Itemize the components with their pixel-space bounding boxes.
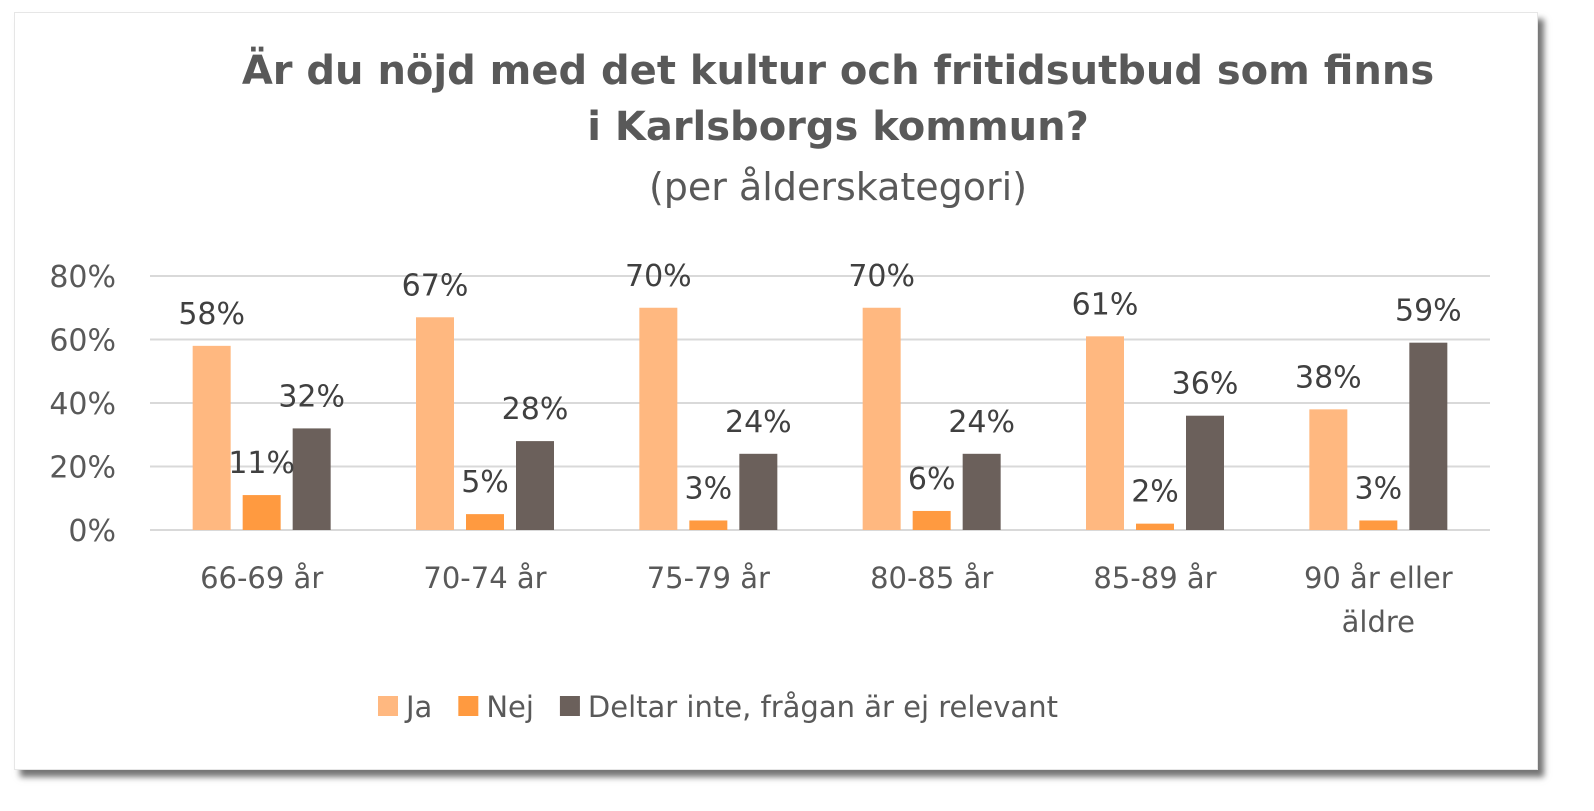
data-label: 61%: [1072, 287, 1139, 322]
legend: Ja Nej Deltar inte, frågan är ej relevant: [378, 690, 1058, 724]
data-label: 2%: [1131, 475, 1179, 510]
bar-deltar-inte: [962, 453, 1001, 530]
chart-card: [14, 12, 1538, 770]
chart-title-line-1: Är du nöjd med det kultur och fritidsutb…: [242, 46, 1434, 94]
data-label: 70%: [848, 259, 915, 294]
legend-label: Ja: [404, 690, 432, 724]
y-axis: 0% 20% 40% 60% 80%: [49, 260, 116, 549]
bar-deltar-inte: [1186, 415, 1224, 530]
x-category-label: äldre: [1342, 605, 1415, 639]
data-label: 24%: [948, 405, 1015, 440]
data-labels: 58% 11% 32% 67% 5% 28% 70% 3% 24% 70% 6% 24% 61% 2% 36…: [178, 259, 1461, 510]
bar-nej: [466, 514, 504, 530]
bar-deltar-inte: [516, 441, 554, 530]
bar-nej: [1359, 520, 1398, 530]
y-tick-label: 60%: [49, 324, 116, 359]
bars: [192, 307, 1448, 530]
data-label: 24%: [725, 405, 792, 440]
chart-subtitle: (per ålderskategori): [649, 165, 1027, 209]
data-label: 70%: [625, 259, 692, 294]
legend-swatch: [559, 696, 580, 716]
legend-swatch: [378, 696, 398, 716]
data-label: 59%: [1395, 294, 1462, 329]
bar-ja: [639, 307, 678, 530]
bar-ja: [1309, 409, 1348, 530]
bar-deltar-inte: [739, 453, 778, 530]
bar-deltar-inte: [1409, 342, 1448, 530]
data-label: 3%: [1355, 471, 1403, 506]
y-tick-label: 80%: [49, 260, 116, 295]
x-category-label: 70-74 år: [423, 561, 546, 595]
y-tick-label: 0%: [68, 514, 116, 549]
bar-deltar-inte: [292, 428, 331, 530]
data-label: 11%: [228, 446, 295, 481]
bar-nej: [912, 510, 951, 530]
data-label: 6%: [908, 462, 956, 497]
bar-ja: [862, 307, 901, 530]
legend-label: Deltar inte, frågan är ej relevant: [588, 690, 1058, 724]
data-label: 67%: [402, 268, 469, 303]
data-label: 38%: [1295, 360, 1362, 395]
legend-label: Nej: [486, 690, 534, 724]
gridlines: [150, 275, 1490, 531]
bar-nej: [242, 495, 281, 530]
data-label: 36%: [1172, 367, 1239, 402]
data-label: 3%: [685, 471, 733, 506]
x-category-label: 66-69 år: [200, 561, 323, 595]
data-label: 58%: [178, 297, 245, 332]
data-label: 32%: [278, 379, 345, 414]
bar-ja: [192, 345, 231, 530]
bar-nej: [689, 520, 728, 530]
bar-ja: [1086, 336, 1124, 530]
x-category-label: 75-79 år: [647, 561, 770, 595]
x-category-label: 90 år eller: [1304, 561, 1453, 595]
y-tick-label: 40%: [49, 387, 116, 422]
y-tick-label: 20%: [49, 451, 116, 486]
bar-ja: [416, 317, 454, 530]
bar-nej: [1136, 523, 1174, 530]
x-category-label: 80-85 år: [870, 561, 993, 595]
x-axis: 66-69 år 70-74 år 75-79 år 80-85 år 85-89 år…: [200, 561, 1453, 639]
chart-title-line-2: i Karlsborgs kommun?: [587, 104, 1089, 150]
legend-swatch: [458, 696, 479, 716]
x-category-label: 85-89 år: [1093, 561, 1216, 595]
data-label: 28%: [502, 392, 569, 427]
data-label: 5%: [461, 465, 509, 500]
